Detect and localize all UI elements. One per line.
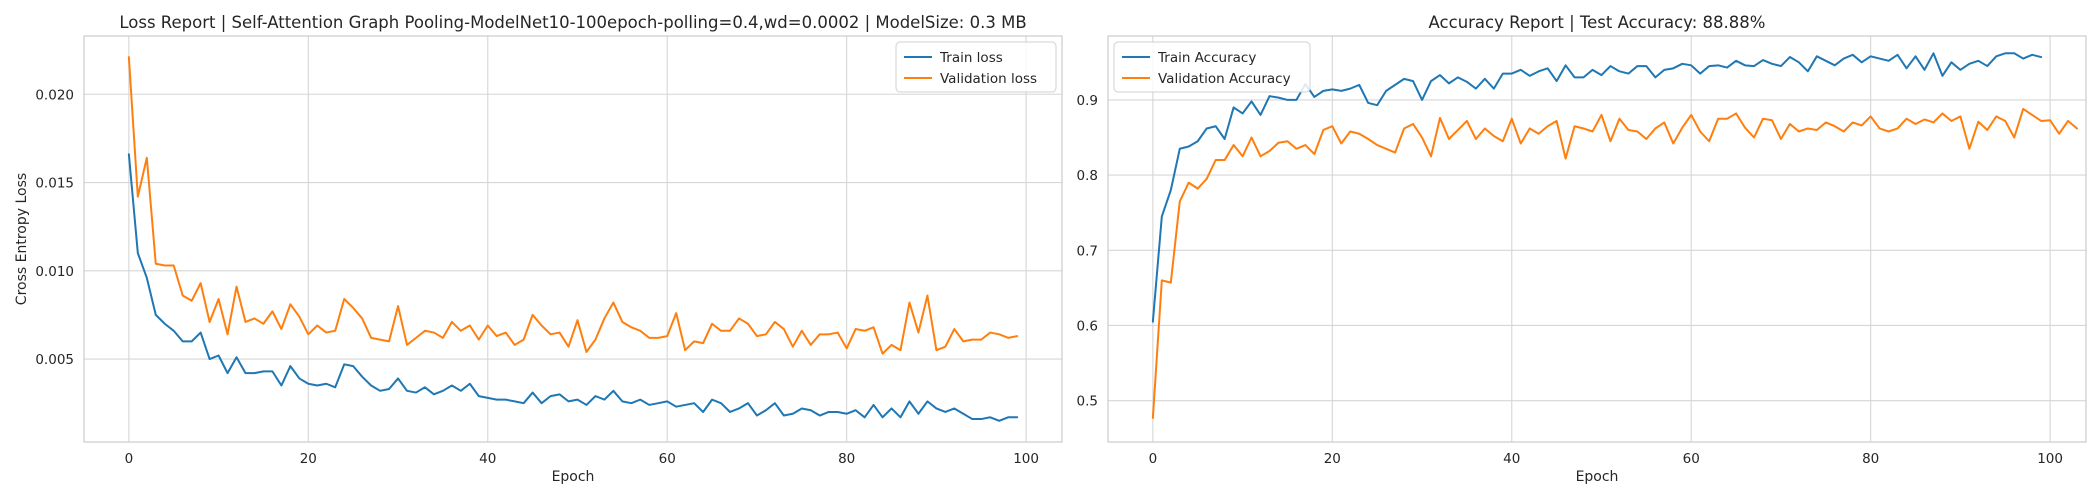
loss-plot-area — [84, 36, 1062, 442]
accuracy-plot-area — [1108, 36, 2086, 442]
accuracy-y-tick-label: 0.8 — [1077, 168, 1098, 184]
accuracy-series-line-2 — [1151, 107, 2079, 419]
accuracy-x-tick-label: 60 — [1683, 451, 1700, 467]
loss-x-tick-label: 60 — [659, 451, 676, 467]
accuracy-x-tick-label: 100 — [2037, 451, 2063, 467]
accuracy-chart: 0 20 40 60 80 100 0.5 0.6 0.7 0.8 0.9 Accuracy Rep… — [1077, 13, 2087, 485]
accuracy-grid — [1108, 36, 2086, 442]
loss-x-tick-label: 0 — [125, 451, 134, 467]
accuracy-y-tick-label: 0.9 — [1077, 93, 1098, 109]
accuracy-y-tick-label: 0.7 — [1077, 243, 1098, 259]
loss-x-tick-label: 40 — [479, 451, 496, 467]
loss-lines — [127, 56, 1019, 422]
accuracy-legend-box — [1113, 41, 1311, 93]
accuracy-ticks: 0 20 40 60 80 100 0.5 0.6 0.7 0.8 0.9 — [1077, 93, 2063, 467]
accuracy-chart-title: Accuracy Report | Test Accuracy: 88.88% — [1429, 13, 1766, 32]
accuracy-legend-label: Validation Accuracy — [1158, 71, 1291, 87]
loss-y-axis-label: Cross Entropy Loss — [14, 173, 30, 305]
loss-y-tick-label: 0.015 — [35, 176, 74, 192]
loss-x-tick-label: 100 — [1013, 451, 1039, 467]
loss-chart: 0 20 40 60 80 100 0.005 0.010 0.015 0.020 Loss Re… — [14, 13, 1063, 485]
loss-legend: Train loss Validation loss — [895, 41, 1057, 93]
accuracy-x-tick-label: 20 — [1324, 451, 1341, 467]
loss-legend-label: Validation loss — [940, 71, 1037, 87]
loss-x-tick-label: 20 — [300, 451, 317, 467]
loss-y-tick-label: 0.005 — [35, 352, 74, 368]
loss-y-tick-label: 0.010 — [35, 264, 74, 280]
loss-x-tick-label: 80 — [838, 451, 855, 467]
accuracy-y-tick-label: 0.5 — [1077, 394, 1098, 410]
accuracy-x-axis-label: Epoch — [1576, 469, 1619, 485]
loss-legend-label: Train loss — [939, 50, 1003, 66]
loss-chart-title: Loss Report | Self-Attention Graph Pooli… — [119, 13, 1026, 32]
loss-legend-box — [895, 41, 1057, 93]
loss-ticks: 0 20 40 60 80 100 0.005 0.010 0.015 0.020 — [35, 87, 1039, 467]
loss-grid — [84, 36, 1062, 442]
loss-plot-frame — [83, 35, 1063, 443]
accuracy-legend: Train Accuracy Validation Accuracy — [1113, 41, 1311, 93]
accuracy-x-tick-label: 80 — [1862, 451, 1879, 467]
loss-series-line-1 — [127, 153, 1019, 422]
accuracy-legend-label: Train Accuracy — [1157, 50, 1256, 66]
accuracy-x-tick-label: 0 — [1149, 451, 1158, 467]
loss-series-line-2 — [127, 56, 1019, 355]
accuracy-x-tick-label: 40 — [1503, 451, 1520, 467]
accuracy-y-tick-label: 0.6 — [1077, 318, 1098, 334]
loss-y-tick-label: 0.020 — [35, 87, 74, 103]
accuracy-plot-frame — [1107, 35, 2087, 443]
loss-x-axis-label: Epoch — [552, 469, 595, 485]
